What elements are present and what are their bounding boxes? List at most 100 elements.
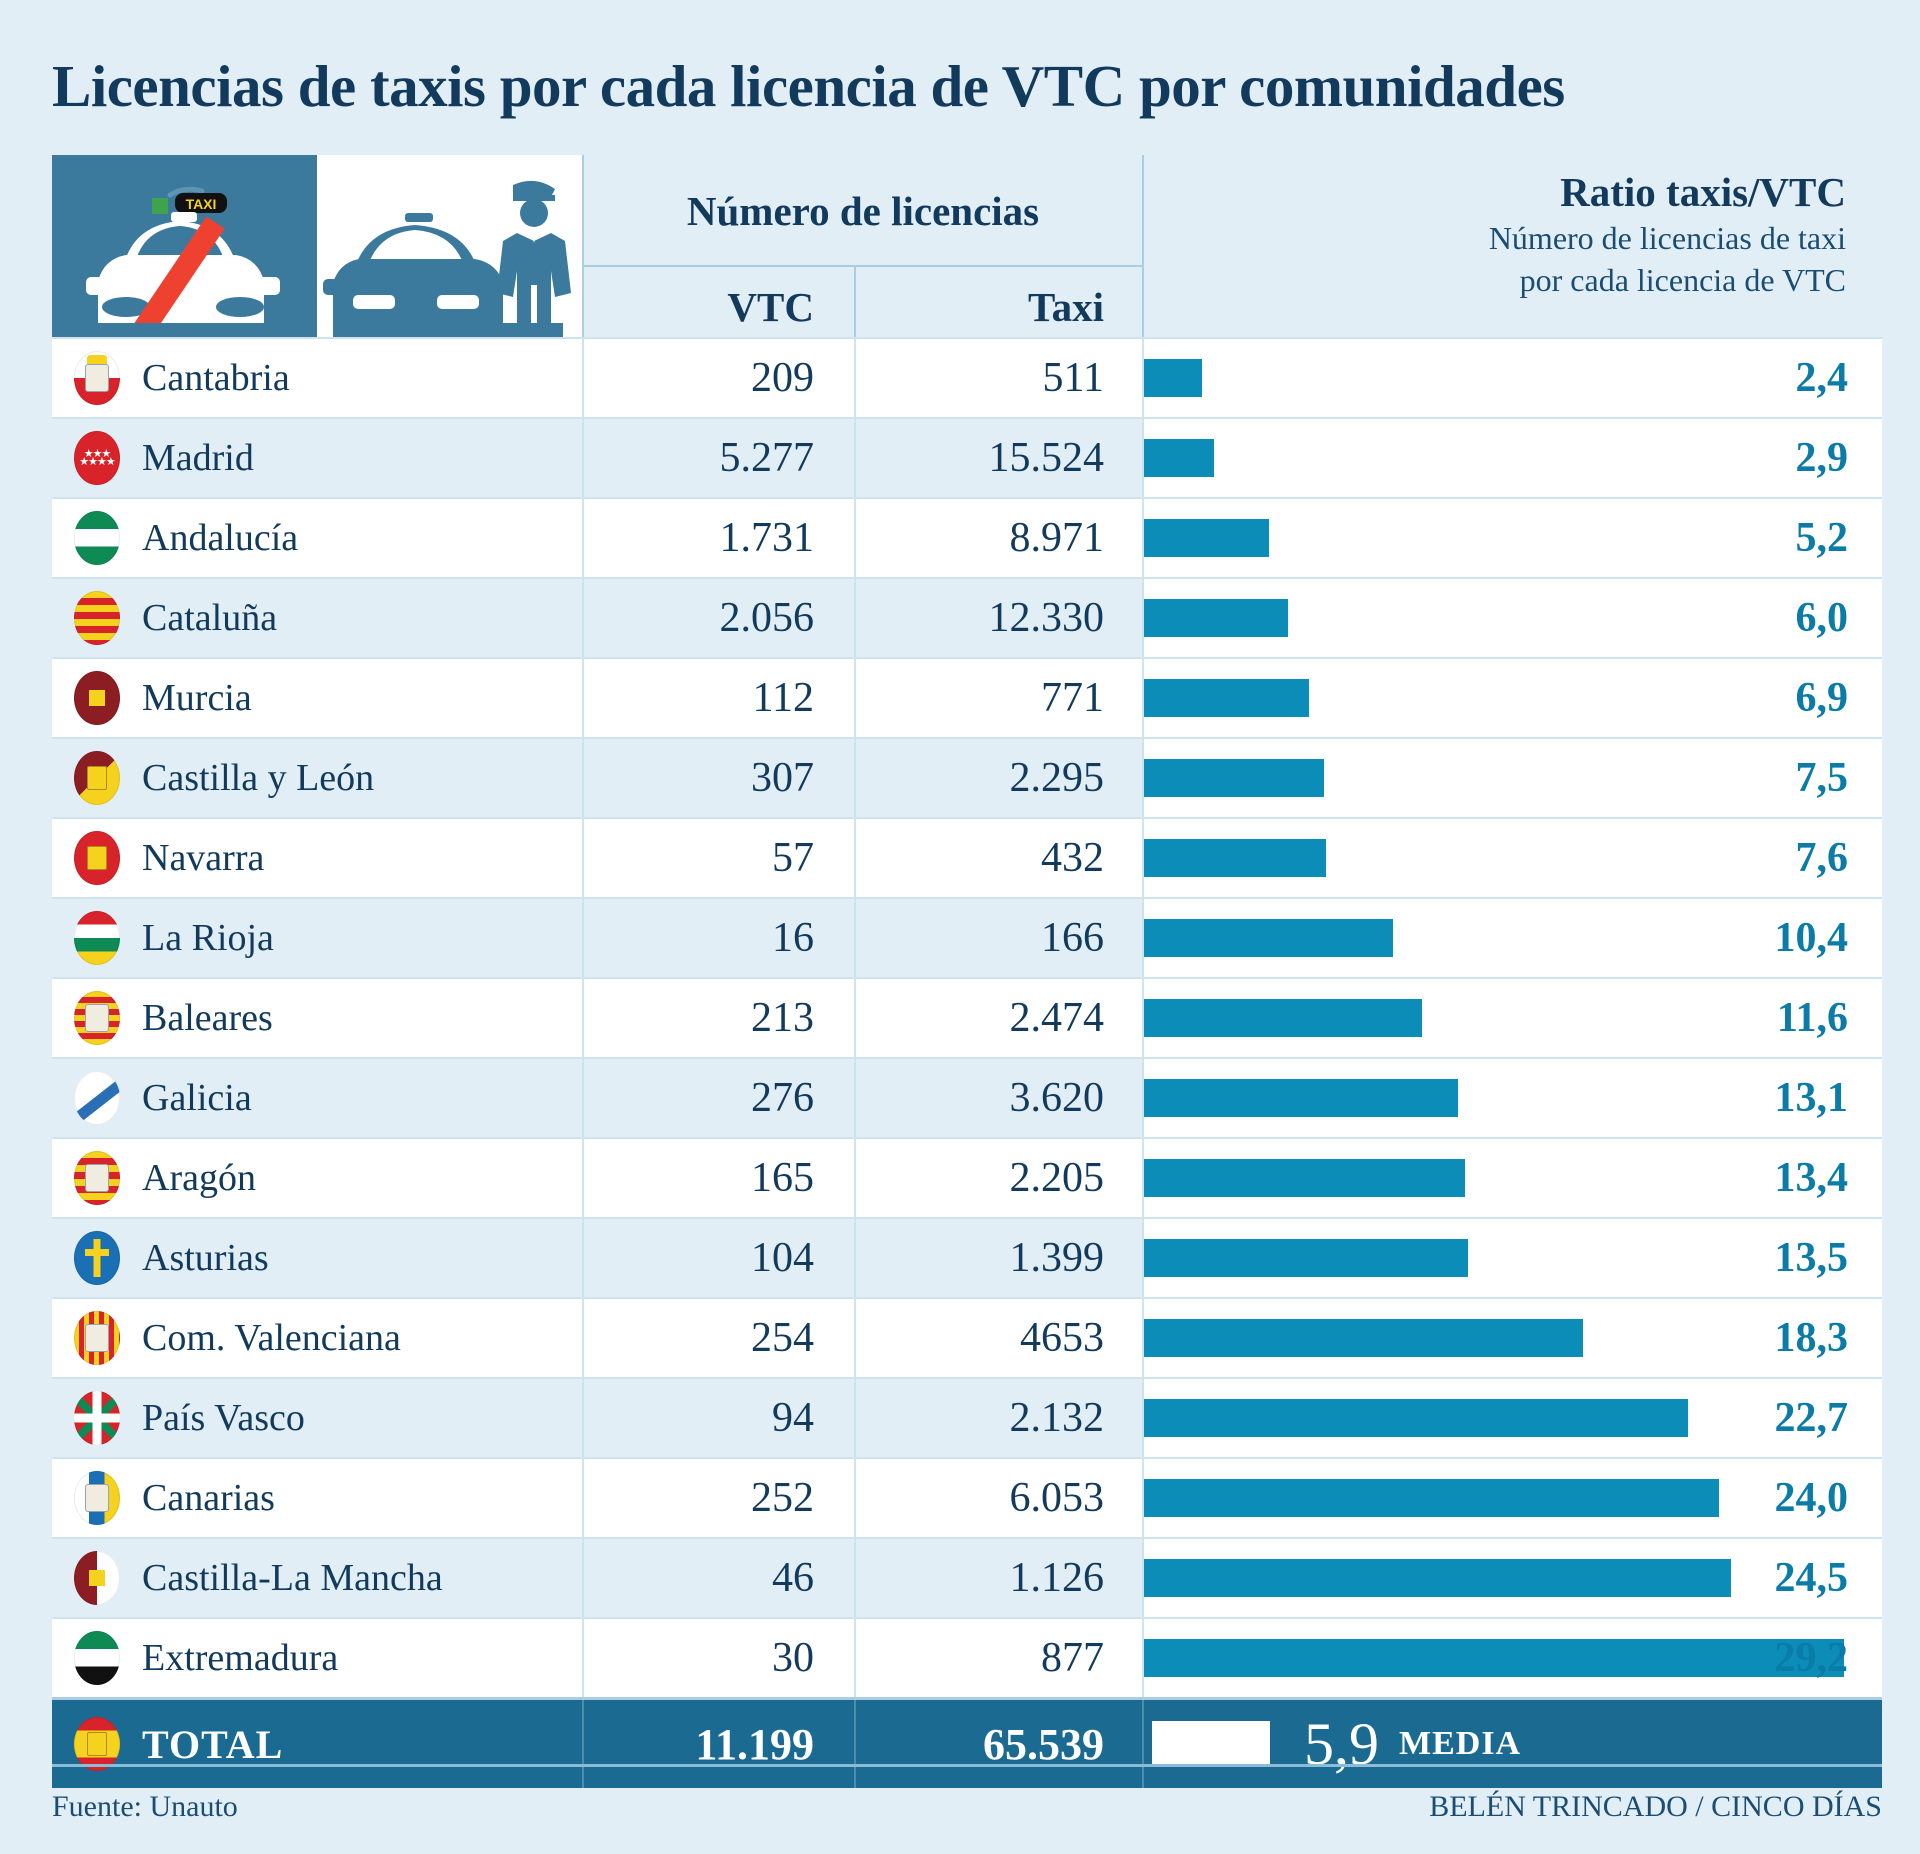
- ratio-cell: 18,3: [1142, 1299, 1882, 1377]
- taxi-value: 877: [854, 1619, 1142, 1697]
- flag-icon: [74, 1551, 120, 1605]
- region-name: Cataluña: [142, 597, 278, 639]
- taxi-value: 6.053: [854, 1459, 1142, 1537]
- table-row: Canarias 252 6.053 24,0: [52, 1457, 1882, 1537]
- ratio-bar: [1144, 1159, 1465, 1197]
- ratio-cell: 13,4: [1142, 1139, 1882, 1217]
- ratio-bar: [1144, 439, 1214, 477]
- flag-icon: [74, 1391, 120, 1445]
- stars-icon: ★★★ ★★★★: [79, 448, 115, 468]
- cross-h-icon: [74, 1413, 120, 1423]
- taxi-value: 8.971: [854, 499, 1142, 577]
- table-row: Navarra 57 432 7,6: [52, 817, 1882, 897]
- footer-source: Fuente: Unauto: [52, 1790, 238, 1823]
- ratio-value: 6,9: [1795, 675, 1849, 721]
- ratio-value: 11,6: [1776, 995, 1848, 1041]
- taxi-value: 12.330: [854, 579, 1142, 657]
- coat-of-arms-icon: [85, 364, 109, 392]
- total-name-cell: TOTAL: [52, 1700, 582, 1788]
- ratio-cell: 2,9: [1142, 419, 1882, 497]
- driver-figure: [497, 180, 571, 329]
- flag-icon: [74, 831, 120, 885]
- region-cell: Galicia: [52, 1059, 582, 1137]
- region-name: Madrid: [142, 437, 254, 479]
- header-num-licencias: Número de licencias: [582, 155, 1142, 267]
- ratio-value: 13,4: [1774, 1155, 1849, 1201]
- region-name: Castilla-La Mancha: [142, 1557, 443, 1599]
- cross-icon: [93, 1239, 101, 1277]
- cross-bar-icon: [85, 1249, 109, 1256]
- flag-icon: [74, 1071, 120, 1125]
- table-row: Asturias 104 1.399 13,5: [52, 1217, 1882, 1297]
- ratio-value: 2,9: [1795, 435, 1849, 481]
- region-cell: La Rioja: [52, 899, 582, 977]
- flag-icon: [74, 1311, 120, 1365]
- media-label: MEDIA: [1399, 1725, 1522, 1762]
- header-ratio: Ratio taxis/VTC Número de licencias de t…: [1142, 155, 1882, 337]
- header-vtc: VTC: [582, 267, 854, 337]
- flag-icon: [74, 351, 120, 405]
- region-name: Murcia: [142, 677, 252, 719]
- ratio-bar: [1144, 1479, 1719, 1517]
- table-row: Com. Valenciana 254 4653 18,3: [52, 1297, 1882, 1377]
- header-taxi: Taxi: [854, 267, 1142, 337]
- ratio-bar: [1144, 1399, 1688, 1437]
- ratio-value: 7,6: [1795, 835, 1849, 881]
- ratio-cell: 5,2: [1142, 499, 1882, 577]
- region-cell: Andalucía: [52, 499, 582, 577]
- region-cell: Castilla-La Mancha: [52, 1539, 582, 1617]
- region-name: Canarias: [142, 1477, 275, 1519]
- region-name: Galicia: [142, 1077, 252, 1119]
- region-cell: Asturias: [52, 1219, 582, 1297]
- coat-of-arms-icon: [87, 1732, 107, 1756]
- region-cell: Com. Valenciana: [52, 1299, 582, 1377]
- total-label: TOTAL: [142, 1721, 284, 1767]
- table-row: Andalucía 1.731 8.971 5,2: [52, 497, 1882, 577]
- header-ratio-title: Ratio taxis/VTC: [1560, 169, 1846, 215]
- total-media-cell: 5,9 MEDIA: [1142, 1700, 1882, 1788]
- ratio-cell: 29,2: [1142, 1619, 1882, 1697]
- flag-icon: [74, 911, 120, 965]
- coat-of-arms-icon: [85, 1164, 109, 1192]
- vtc-value: 1.731: [582, 499, 854, 577]
- flag-icon: [74, 1631, 120, 1685]
- total-taxi: 65.539: [854, 1700, 1142, 1788]
- ratio-bar: [1144, 1639, 1844, 1677]
- table-row: ★★★ ★★★★ Madrid 5.277 15.524 2,9: [52, 417, 1882, 497]
- taxi-value: 2.295: [854, 739, 1142, 817]
- ratio-bar: [1144, 1319, 1583, 1357]
- vtc-value: 57: [582, 819, 854, 897]
- coat-of-arms-icon: [85, 1004, 109, 1032]
- castle-icon: [89, 1570, 105, 1586]
- taxi-value: 511: [854, 339, 1142, 417]
- region-cell: Baleares: [52, 979, 582, 1057]
- media-bar: [1152, 1721, 1270, 1767]
- chains-icon: [87, 846, 107, 870]
- vtc-value: 307: [582, 739, 854, 817]
- taxi-value: 4653: [854, 1299, 1142, 1377]
- table-row: País Vasco 94 2.132 22,7: [52, 1377, 1882, 1457]
- region-cell: Cataluña: [52, 579, 582, 657]
- region-cell: Canarias: [52, 1459, 582, 1537]
- region-cell: País Vasco: [52, 1379, 582, 1457]
- taxi-value: 1.399: [854, 1219, 1142, 1297]
- region-cell: ★★★ ★★★★ Madrid: [52, 419, 582, 497]
- region-cell: Aragón: [52, 1139, 582, 1217]
- flag-icon: [74, 671, 120, 725]
- flag-icon: [74, 1471, 120, 1525]
- total-vtc: 11.199: [582, 1700, 854, 1788]
- table-row: La Rioja 16 166 10,4: [52, 897, 1882, 977]
- taxi-value: 2.474: [854, 979, 1142, 1057]
- coat-of-arms-icon: [85, 1484, 109, 1512]
- ratio-value: 24,5: [1774, 1555, 1849, 1601]
- region-name: Castilla y León: [142, 757, 375, 799]
- region-name: Baleares: [142, 997, 273, 1039]
- header-ratio-sub-2: por cada licencia de VTC: [1519, 261, 1846, 298]
- ratio-cell: 7,6: [1142, 819, 1882, 897]
- table-row: Castilla-La Mancha 46 1.126 24,5: [52, 1537, 1882, 1617]
- flag-icon-espana: [74, 1717, 120, 1771]
- ratio-bar: [1144, 999, 1422, 1037]
- ratio-value: 5,2: [1795, 515, 1849, 561]
- ratio-bar: [1144, 759, 1324, 797]
- region-cell: Castilla y León: [52, 739, 582, 817]
